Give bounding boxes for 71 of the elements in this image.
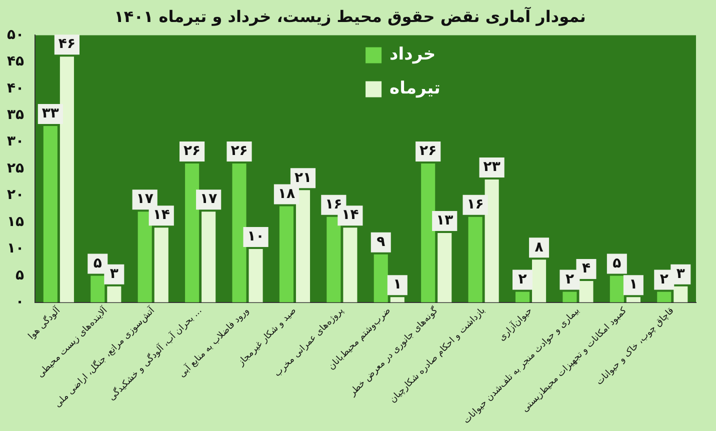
data-label: ۱۷ [136,191,154,208]
x-tick-label: آلودگی هوا [25,304,63,342]
bar [562,292,577,302]
bar [468,216,482,302]
bar [421,163,436,302]
data-label: ۱۸ [278,186,296,202]
data-label: ۹ [376,234,386,250]
data-label: ۳ [676,266,686,282]
bar [248,248,263,302]
data-label: ۴ [582,260,591,277]
bar [296,190,310,302]
bar [674,286,688,302]
legend-label: خرداد [390,44,436,65]
bar [232,163,246,302]
data-label: ۳ [110,266,119,282]
bar [279,206,294,302]
bar [532,260,546,302]
legend-label: تیرماه [390,78,440,99]
data-label: ۲۶ [230,143,248,160]
bar [326,216,341,302]
y-tick-label: ۲۰ [6,187,24,204]
data-label: ۲۳ [483,159,501,176]
y-tick-label: ۴۵ [6,54,25,70]
bar [343,228,358,302]
data-label: ۴۶ [58,36,76,52]
data-label: ۲۶ [184,143,201,160]
bar [107,286,122,302]
data-label: ۲۶ [420,143,437,160]
data-label: ۲ [518,271,528,288]
bar [657,292,672,302]
bar [374,254,388,302]
bar [515,292,530,302]
data-label: ۲ [660,271,669,288]
data-label: ۱۶ [325,196,342,213]
bar [185,163,200,302]
bar [390,297,404,302]
bar [90,276,105,302]
y-tick-label: ۲۵ [6,160,25,176]
y-tick-label: ۳۵ [6,107,25,124]
y-tick-label: ۳۰ [6,134,24,150]
bar [43,126,58,302]
data-label: ۸ [534,239,544,256]
y-tick-label: ۵ [16,267,25,284]
bar [484,180,499,302]
y-tick-label: ۴۰ [6,80,24,96]
bar [154,228,168,302]
y-tick-label: ۱۰ [6,240,24,257]
data-label: ۵ [93,255,102,272]
data-label: ۲۱ [294,170,312,186]
bar [138,212,152,302]
data-label: ۱۳ [436,212,454,229]
data-label: ۱ [393,276,402,293]
data-label: ۵ [612,255,622,272]
bar [60,56,74,302]
data-label: ۱۰ [247,228,264,245]
bar [202,212,216,302]
data-label: ۱۴ [342,207,360,224]
bar [626,297,640,302]
data-label: ۱۷ [200,191,218,208]
y-tick-label: ۱۵ [6,214,25,230]
data-label: ۱۴ [152,207,170,224]
data-label: ۲ [565,271,574,288]
y-tick-label: ۵۰ [6,26,24,43]
data-label: ۱ [629,276,638,293]
y-tick-label: ۰ [16,294,24,310]
bar [438,232,452,302]
x-tick-label: حیوان‌آزاری [496,304,535,344]
bar [579,281,594,302]
data-label: ۱۶ [466,196,484,213]
chart-title: نمودار آماری نقض حقوق محیط زیست، خرداد و تیرماه ۱۴۰۱ [114,6,586,26]
data-label: ۳۳ [42,106,60,122]
